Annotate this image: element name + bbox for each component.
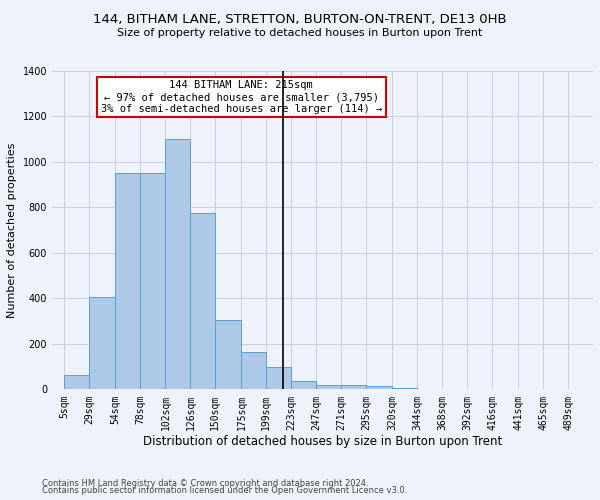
Bar	[266, 366, 292, 390]
Text: Contains HM Land Registry data © Crown copyright and database right 2024.: Contains HM Land Registry data © Crown c…	[42, 478, 368, 488]
Bar	[89, 298, 115, 390]
Bar	[442, 388, 467, 390]
Bar	[316, 386, 341, 390]
Bar	[241, 352, 266, 390]
Bar	[392, 388, 417, 390]
X-axis label: Distribution of detached houses by size in Burton upon Trent: Distribution of detached houses by size …	[143, 435, 502, 448]
Bar	[140, 174, 166, 390]
Bar	[417, 388, 442, 390]
Bar	[215, 320, 241, 390]
Text: Size of property relative to detached houses in Burton upon Trent: Size of property relative to detached ho…	[118, 28, 482, 38]
Bar	[115, 174, 140, 390]
Bar	[467, 388, 492, 390]
Y-axis label: Number of detached properties: Number of detached properties	[7, 142, 17, 318]
Bar	[366, 386, 392, 390]
Text: 144, BITHAM LANE, STRETTON, BURTON-ON-TRENT, DE13 0HB: 144, BITHAM LANE, STRETTON, BURTON-ON-TR…	[93, 12, 507, 26]
Bar	[292, 382, 316, 390]
Bar	[190, 213, 215, 390]
Bar	[166, 139, 190, 390]
Text: Contains public sector information licensed under the Open Government Licence v3: Contains public sector information licen…	[42, 486, 407, 495]
Bar	[341, 386, 366, 390]
Text: 144 BITHAM LANE: 215sqm
← 97% of detached houses are smaller (3,795)
3% of semi-: 144 BITHAM LANE: 215sqm ← 97% of detache…	[101, 80, 382, 114]
Bar	[64, 374, 89, 390]
